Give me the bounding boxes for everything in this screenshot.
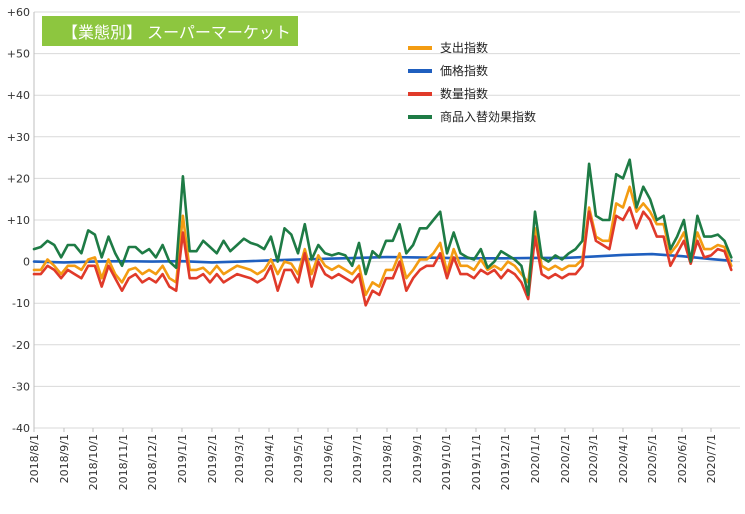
legend-label: 数量指数 bbox=[440, 87, 489, 101]
series-line-1 bbox=[32, 252, 733, 264]
x-tick-label: 2019/11/1 bbox=[470, 434, 483, 490]
y-tick-labels: +60 +50 +40 +30 +20 +10 0 -10 -20 -30 -40 bbox=[7, 6, 30, 435]
legend-item: 価格指数 bbox=[408, 59, 558, 82]
legend-label: 価格指数 bbox=[440, 64, 489, 78]
x-tick-label: 2019/1/1 bbox=[176, 434, 189, 483]
x-tick-label: 2018/9/1 bbox=[58, 434, 71, 483]
legend-label: 支出指数 bbox=[440, 41, 489, 55]
x-tick-label: 2019/7/1 bbox=[351, 434, 364, 483]
x-tick-label: 2019/4/1 bbox=[263, 434, 276, 483]
x-tick-label: 2020/6/1 bbox=[676, 434, 689, 483]
x-tick-label: 2020/3/1 bbox=[587, 434, 600, 483]
x-tick-label: 2020/4/1 bbox=[617, 434, 630, 483]
legend-item: 数量指数 bbox=[408, 82, 558, 105]
x-tick-label: 2019/2/1 bbox=[206, 434, 219, 483]
y-tick-label: +20 bbox=[7, 172, 30, 185]
y-tick-label: -20 bbox=[12, 339, 30, 352]
x-tick-label: 2019/10/1 bbox=[440, 434, 453, 490]
x-tick-label: 2019/6/1 bbox=[322, 434, 335, 483]
y-tick-label: -40 bbox=[12, 422, 30, 435]
legend-item: 商品入替効果指数 bbox=[408, 105, 558, 128]
legend: 支出指数価格指数数量指数商品入替効果指数 bbox=[408, 36, 558, 128]
x-tick-label: 2018/10/1 bbox=[87, 434, 100, 490]
x-tick-label: 2019/9/1 bbox=[411, 434, 424, 483]
x-tick-label: 2019/12/1 bbox=[499, 434, 512, 490]
legend-label: 商品入替効果指数 bbox=[440, 110, 537, 124]
x-tick-label: 2020/2/1 bbox=[559, 434, 572, 483]
y-tick-label: 0 bbox=[23, 256, 30, 269]
y-tick-label: +60 bbox=[7, 6, 30, 19]
y-tick-label: +50 bbox=[7, 48, 30, 61]
y-tick-label: +40 bbox=[7, 89, 30, 102]
y-tick-label: -10 bbox=[12, 297, 30, 310]
legend-item: 支出指数 bbox=[408, 36, 558, 59]
y-tick-label: +10 bbox=[7, 214, 30, 227]
legend-swatch bbox=[408, 114, 432, 119]
x-tick-label: 2019/8/1 bbox=[381, 434, 394, 483]
legend-swatch bbox=[408, 91, 432, 96]
legend-swatch bbox=[408, 68, 432, 73]
series-line-0 bbox=[32, 185, 733, 297]
x-tick-labels: 2018/8/1 2018/9/1 2018/10/1 2018/11/1 2018/1… bbox=[28, 428, 718, 490]
x-tick-label: 2020/7/1 bbox=[705, 434, 718, 483]
chart-title: 【業態別】 スーパーマーケット bbox=[42, 16, 298, 46]
x-tick-label: 2019/5/1 bbox=[292, 434, 305, 483]
y-tick-label: -30 bbox=[12, 380, 30, 393]
x-tick-label: 2020/1/1 bbox=[529, 434, 542, 483]
y-tick-label: +30 bbox=[7, 131, 30, 144]
series-line-3 bbox=[32, 158, 733, 297]
series-line-2 bbox=[32, 206, 733, 307]
x-tick-label: 2018/12/1 bbox=[146, 434, 159, 490]
legend-swatch bbox=[408, 45, 432, 50]
x-tick-label: 2020/5/1 bbox=[646, 434, 659, 483]
x-tick-label: 2018/8/1 bbox=[28, 434, 41, 483]
x-tick-label: 2019/3/1 bbox=[233, 434, 246, 483]
x-tick-label: 2018/11/1 bbox=[117, 434, 130, 490]
series-layer bbox=[32, 158, 733, 307]
